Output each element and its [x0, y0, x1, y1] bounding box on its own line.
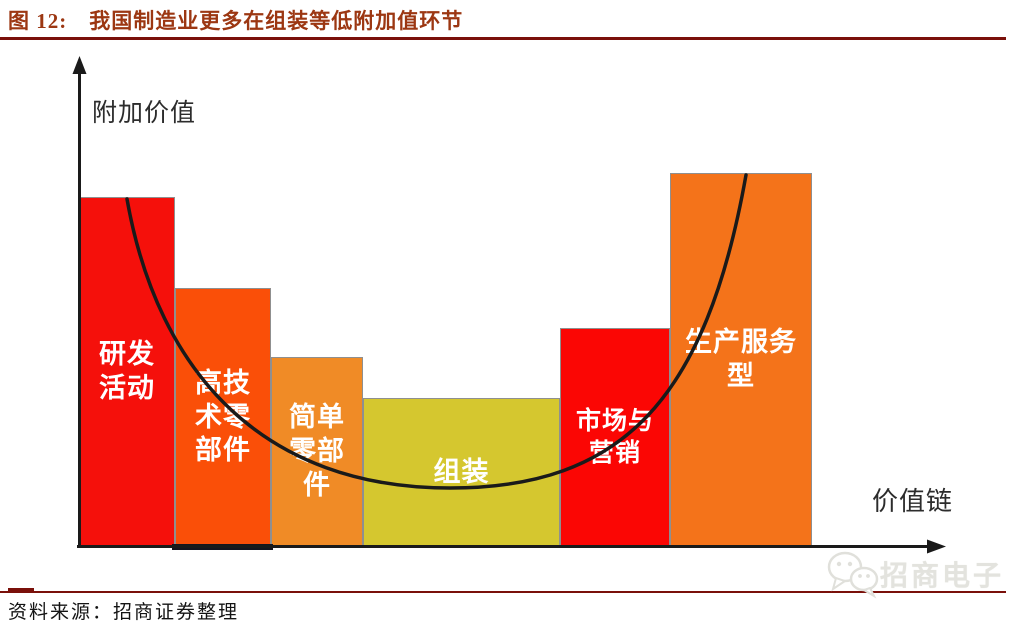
source-note: 资料来源：招商证券整理	[8, 602, 240, 623]
figure-title-text: 我国制造业更多在组装等低附加值环节	[89, 9, 464, 33]
bar2-base-shadow	[172, 544, 273, 550]
bar-label: 组装	[433, 456, 490, 487]
bar-marketing: 市场与 营销	[560, 328, 670, 547]
y-axis-title: 附加价值	[92, 99, 197, 127]
bar-simple-components: 简单 零部 件	[271, 357, 363, 547]
watermark: 招商电子	[826, 548, 1004, 600]
bar-label: 生产服务 型	[685, 327, 797, 391]
wechat-icon	[827, 551, 879, 599]
bar-label: 市场与 营销	[575, 407, 654, 467]
watermark-text: 招商电子	[880, 560, 1005, 591]
bar-label: 高技 术零 部件	[195, 367, 251, 466]
bar-rd-activity: 研发 活动	[79, 197, 175, 547]
footer-divider-line	[0, 591, 1006, 593]
title-divider-line	[0, 37, 1006, 40]
bar-label: 研发 活动	[99, 339, 155, 403]
figure-number-label: 图 12:	[8, 9, 68, 33]
bar-hightech-components: 高技 术零 部件	[175, 288, 271, 547]
x-axis-title: 价值链	[872, 486, 954, 516]
footer-divider-tick	[8, 588, 34, 593]
bar-assembly: 组装	[363, 398, 560, 547]
bar-label: 简单 零部 件	[289, 402, 345, 500]
bar-production-service: 生产服务 型	[670, 173, 812, 547]
figure-title: 图 12: 我国制造业更多在组装等低附加值环节	[8, 5, 463, 35]
y-axis-arrowhead-icon	[72, 56, 87, 74]
